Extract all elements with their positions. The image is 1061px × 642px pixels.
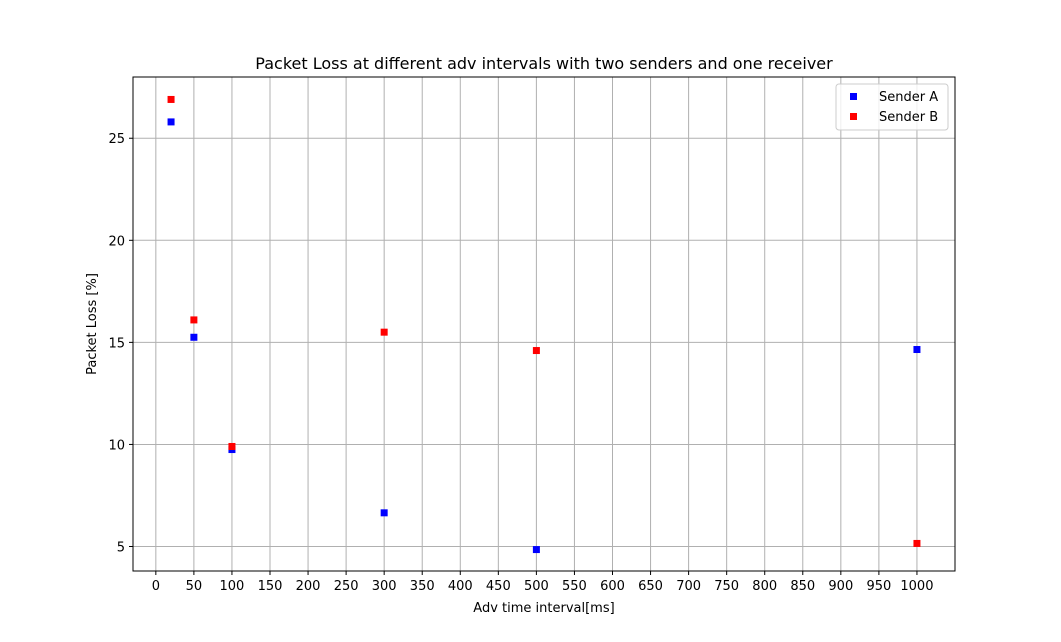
x-tick-label: 800 xyxy=(752,579,777,594)
data-point-sender-b xyxy=(380,328,388,336)
x-tick-label: 550 xyxy=(562,579,587,594)
data-point-sender-a xyxy=(167,118,175,126)
data-point-sender-a xyxy=(532,546,540,554)
legend: Sender A Sender B xyxy=(835,83,949,131)
legend-label-sender-a: Sender A xyxy=(879,90,938,105)
data-points xyxy=(167,95,921,554)
x-tick-label: 1000 xyxy=(900,579,933,594)
x-tick-label: 50 xyxy=(186,579,203,594)
data-point-sender-a xyxy=(380,509,388,517)
x-tick-label: 200 xyxy=(296,579,321,594)
x-axis-label: Adv time interval[ms] xyxy=(473,601,614,616)
y-tick-label: 15 xyxy=(108,336,125,351)
x-tick-label: 450 xyxy=(486,579,511,594)
x-tick-label: 400 xyxy=(448,579,473,594)
x-tick-label: 900 xyxy=(828,579,853,594)
data-point-sender-b xyxy=(913,539,921,547)
x-tick-label: 850 xyxy=(790,579,815,594)
plot-area xyxy=(132,76,956,572)
y-axis-label: Packet Loss [%] xyxy=(85,273,100,375)
legend-marker-sender-b xyxy=(850,113,857,120)
x-tick-label: 650 xyxy=(638,579,663,594)
axis-ticks: 0 50 100 150 200 250 300 350 400 450 500 550 600 650 7… xyxy=(108,132,933,594)
x-tick-label: 250 xyxy=(334,579,359,594)
x-tick-label: 0 xyxy=(152,579,160,594)
data-point-sender-b xyxy=(167,95,175,103)
x-tick-label: 950 xyxy=(866,579,891,594)
data-point-sender-a xyxy=(913,346,921,354)
x-tick-label: 150 xyxy=(258,579,283,594)
legend-marker-sender-a xyxy=(850,93,857,100)
data-point-sender-b xyxy=(190,316,198,324)
y-tick-label: 20 xyxy=(108,234,125,249)
y-tick-label: 10 xyxy=(108,438,125,453)
x-tick-label: 700 xyxy=(676,579,701,594)
data-point-sender-a xyxy=(190,333,198,341)
data-point-sender-b xyxy=(532,347,540,355)
y-tick-label: 5 xyxy=(117,541,125,556)
chart-title: Packet Loss at different adv intervals w… xyxy=(255,54,833,73)
x-tick-label: 100 xyxy=(220,579,245,594)
legend-label-sender-b: Sender B xyxy=(879,110,938,125)
x-tick-label: 350 xyxy=(410,579,435,594)
grid-lines xyxy=(133,77,955,571)
x-tick-label: 750 xyxy=(714,579,739,594)
x-tick-label: 500 xyxy=(524,579,549,594)
legend-box xyxy=(835,83,949,131)
x-tick-label: 300 xyxy=(372,579,397,594)
y-tick-label: 25 xyxy=(108,132,125,147)
data-point-sender-b xyxy=(228,442,236,450)
x-tick-label: 600 xyxy=(600,579,625,594)
